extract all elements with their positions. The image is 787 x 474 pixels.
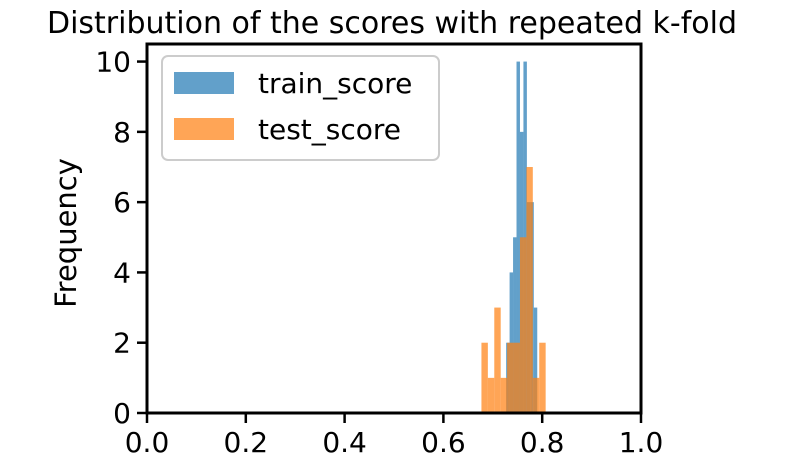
- test-score-bar: [494, 307, 501, 413]
- train-score-bar: [516, 61, 520, 413]
- x-tick-label: 0.8: [520, 426, 565, 459]
- legend-swatch: [174, 118, 234, 140]
- y-tick-label: 2: [113, 327, 131, 360]
- test-score-bar: [532, 377, 540, 413]
- x-tick-label: 0.6: [421, 426, 466, 459]
- y-tick-label: 8: [113, 116, 131, 149]
- test-score-bar: [519, 237, 527, 413]
- chart-title: Distribution of the scores with repeated…: [47, 6, 737, 41]
- y-tick-label: 4: [113, 256, 131, 289]
- bars-layer: [481, 61, 546, 413]
- ticks-layer: 0.0 0.2 0.4 0.6 0.8 1.0 0 2 4 6 8 10: [95, 46, 663, 459]
- train-score-bar: [513, 237, 517, 413]
- y-tick-label: 10: [95, 46, 131, 79]
- legend-label: train_score: [258, 67, 412, 100]
- test-score-bar: [481, 342, 488, 413]
- y-tick-label: 6: [113, 186, 131, 219]
- legend-swatch: [174, 72, 234, 94]
- train-score-bar: [523, 61, 527, 413]
- test-score-bar: [526, 167, 533, 413]
- y-tick-label: 0: [113, 397, 131, 430]
- x-tick-label: 0.0: [125, 426, 170, 459]
- test-score-bar: [487, 377, 495, 413]
- train-score-bar: [533, 307, 538, 413]
- x-tick-label: 0.2: [224, 426, 269, 459]
- legend: train_score test_score: [161, 55, 440, 161]
- test-score-bar: [500, 377, 508, 413]
- y-axis-label: Frequency: [49, 158, 83, 308]
- test-score-bar: [507, 342, 514, 413]
- legend-label: test_score: [258, 113, 401, 146]
- axes-frame: [145, 42, 643, 415]
- x-tick-label: 0.4: [322, 426, 367, 459]
- test-score-bar: [513, 342, 520, 413]
- x-tick-label: 1.0: [619, 426, 664, 459]
- test-score-bar: [539, 342, 546, 413]
